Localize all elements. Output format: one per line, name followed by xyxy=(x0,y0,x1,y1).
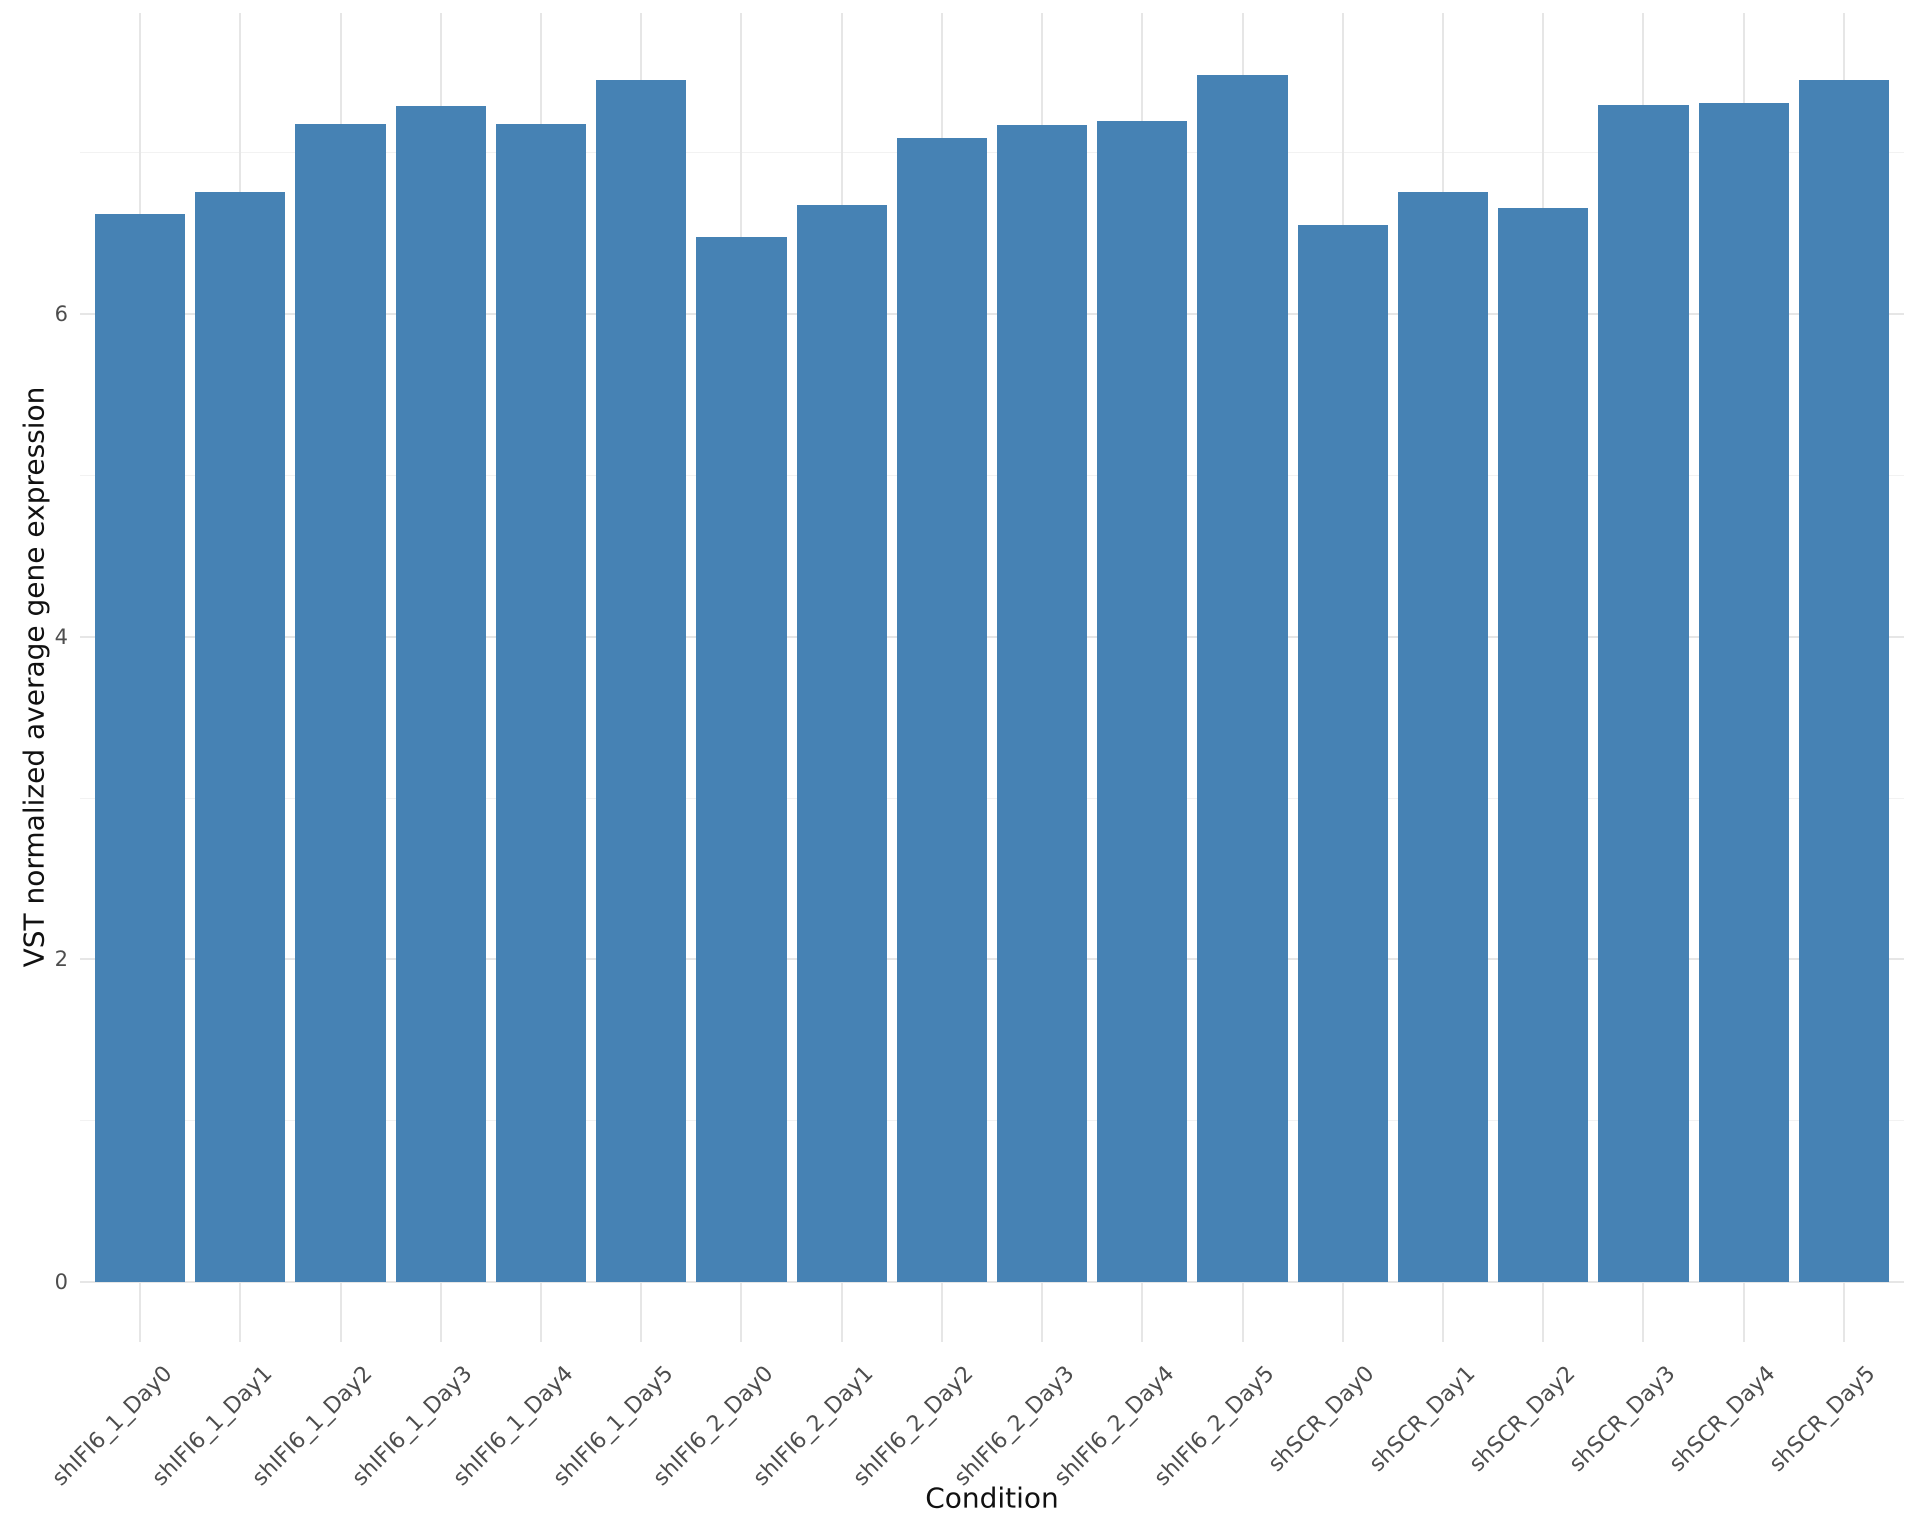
bar-shIFI6_2_Day5 xyxy=(1197,75,1288,1282)
bar-shIFI6_1_Day0 xyxy=(95,214,186,1282)
y-tick-label-2: 2 xyxy=(54,947,68,972)
gridline-major-y2 xyxy=(80,958,1904,961)
bar-shIFI6_1_Day4 xyxy=(495,123,587,1282)
bar-shIFI6_2_Day3 xyxy=(997,125,1088,1282)
gridline-minor-y7 xyxy=(80,152,1904,154)
bar-shIFI6_1_Day5 xyxy=(596,80,687,1282)
bar-shSCR_Day2 xyxy=(1498,207,1589,1282)
bar-shIFI6_2_Day1 xyxy=(796,204,887,1282)
bar-shIFI6_1_Day3 xyxy=(395,106,486,1282)
bar-shIFI6_2_Day2 xyxy=(896,138,987,1282)
y-tick-label-4: 4 xyxy=(54,624,68,649)
gridline-minor-y3 xyxy=(80,797,1904,799)
bar-shIFI6_2_Day4 xyxy=(1097,120,1188,1282)
bar-shSCR_Day0 xyxy=(1297,225,1388,1282)
bar-shSCR_Day1 xyxy=(1397,191,1489,1282)
y-axis-title: VST normalized average gene expression xyxy=(17,386,51,968)
gridline-major-y6 xyxy=(80,313,1904,316)
gridline-major-y4 xyxy=(80,635,1904,638)
bar-shSCR_Day4 xyxy=(1698,102,1789,1282)
y-tick-label-0: 0 xyxy=(54,1270,68,1294)
gridline-major-y0 xyxy=(80,1281,1904,1283)
bar-shIFI6_2_Day0 xyxy=(696,236,787,1282)
y-tick-label-6: 6 xyxy=(54,302,68,327)
bar-shSCR_Day3 xyxy=(1598,104,1689,1282)
x-axis-title: Condition xyxy=(925,1481,1059,1515)
bar-shSCR_Day5 xyxy=(1798,80,1889,1282)
gridline-minor-y5 xyxy=(80,475,1904,476)
bar-shIFI6_1_Day2 xyxy=(295,123,386,1282)
gridline-minor-y1 xyxy=(80,1120,1904,1122)
bar-shIFI6_1_Day1 xyxy=(195,191,286,1282)
